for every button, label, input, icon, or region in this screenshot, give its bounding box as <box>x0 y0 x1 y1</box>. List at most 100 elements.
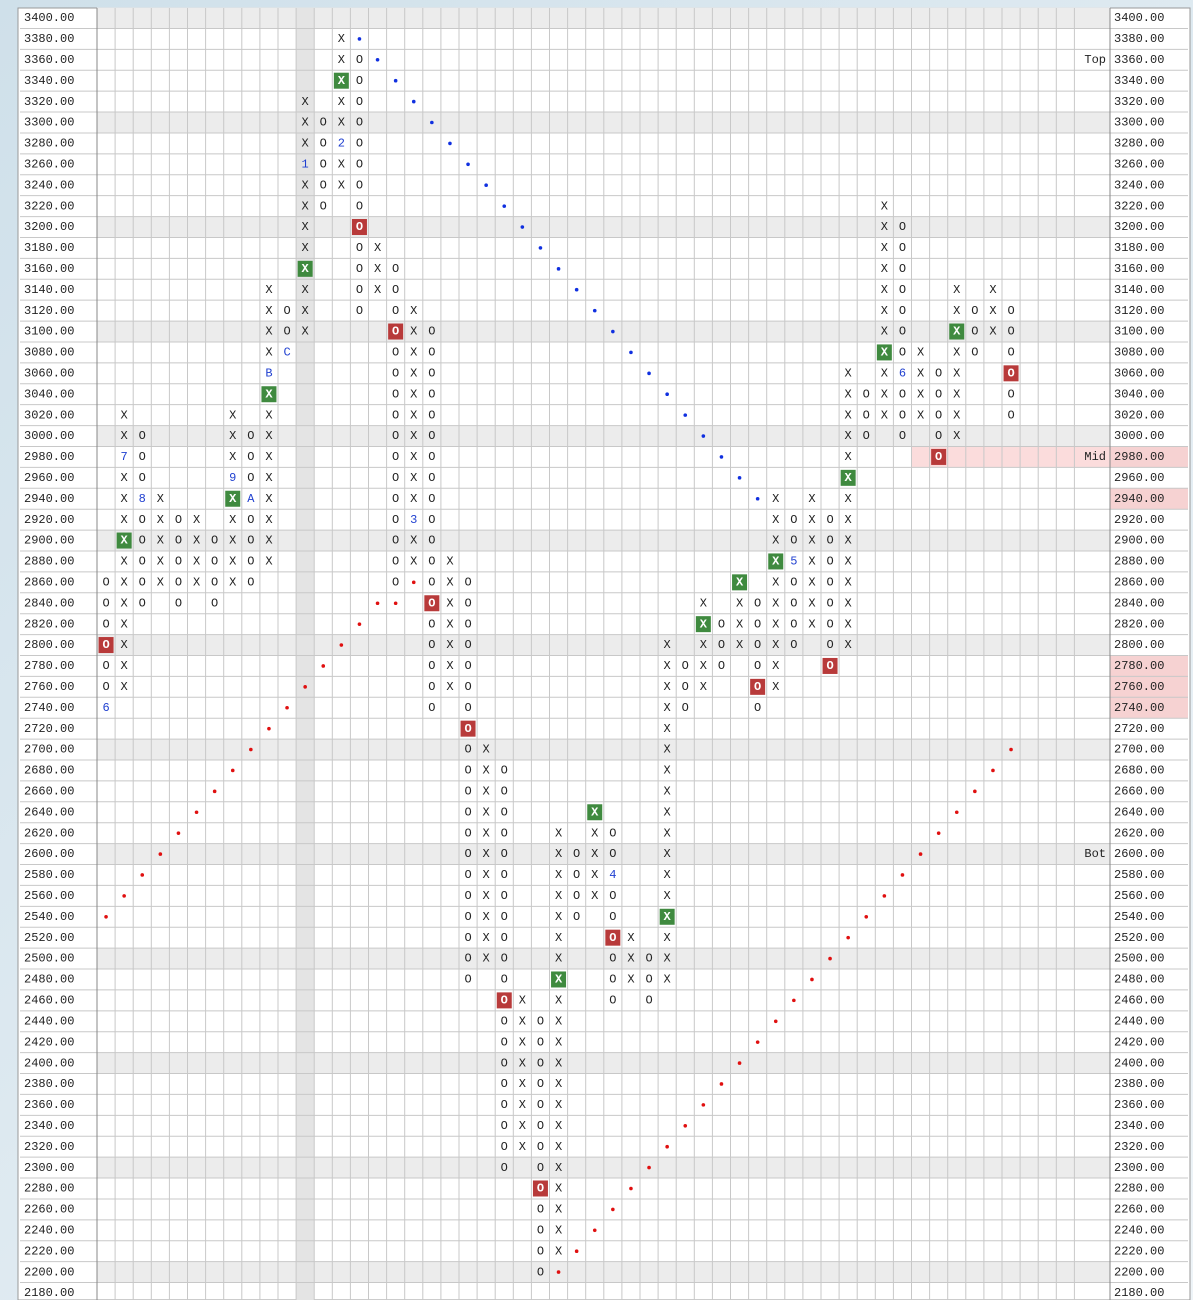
month-label: 6 <box>899 366 906 380</box>
box-symbol: X <box>229 513 236 527</box>
y-tick-label-right: 2420.00 <box>1114 1035 1164 1049</box>
level-highlight <box>1110 697 1188 719</box>
y-tick-label-right: 3400.00 <box>1114 11 1164 25</box>
y-tick-label: 3080.00 <box>24 346 74 360</box>
y-tick-label: 2440.00 <box>24 1014 74 1028</box>
box-symbol: X <box>881 387 888 401</box>
box-symbol: O <box>356 178 363 192</box>
y-tick-label: 2740.00 <box>24 701 74 715</box>
box-symbol: O <box>139 534 146 548</box>
box-symbol: X <box>953 346 960 360</box>
box-symbol: X <box>193 513 200 527</box>
box-symbol: X <box>265 513 272 527</box>
trend-dot <box>194 810 199 815</box>
box-symbol: X <box>808 596 815 610</box>
box-symbol: O <box>356 241 363 255</box>
box-symbol: X <box>881 346 889 360</box>
box-symbol: X <box>483 805 490 819</box>
y-tick-label: 2580.00 <box>24 868 74 882</box>
box-symbol: X <box>374 241 381 255</box>
level-highlight <box>1110 488 1188 510</box>
box-symbol: O <box>537 1203 544 1217</box>
y-tick-label: 2480.00 <box>24 973 74 987</box>
box-symbol: O <box>899 408 906 422</box>
y-tick-label: 2620.00 <box>24 826 74 840</box>
month-label: 9 <box>229 471 236 485</box>
month-label: 8 <box>139 492 146 506</box>
trend-dot <box>864 914 869 919</box>
box-symbol: O <box>428 408 435 422</box>
box-symbol: O <box>1007 366 1014 380</box>
trend-dot <box>846 935 850 940</box>
box-symbol: X <box>989 283 996 297</box>
trend-dot <box>357 622 362 626</box>
box-symbol: X <box>555 1244 562 1258</box>
box-symbol: O <box>899 387 906 401</box>
box-symbol: X <box>555 826 562 840</box>
box-symbol: X <box>664 785 671 799</box>
box-symbol: X <box>483 910 490 924</box>
y-tick-label-right: 2460.00 <box>1114 994 1164 1008</box>
box-symbol: O <box>464 743 471 757</box>
boxed-cell <box>496 992 512 1009</box>
box-symbol: O <box>537 1223 544 1237</box>
y-tick-label: 3000.00 <box>24 429 74 443</box>
trend-dot <box>303 685 307 689</box>
box-symbol: O <box>609 847 616 861</box>
box-symbol: X <box>483 826 490 840</box>
y-tick-label-right: 2520.00 <box>1114 931 1164 945</box>
box-symbol: X <box>410 387 417 401</box>
trend-dot <box>755 1040 760 1044</box>
box-symbol: X <box>410 346 417 360</box>
box-symbol: X <box>302 241 309 255</box>
box-symbol: O <box>428 429 435 443</box>
trend-dot <box>411 580 416 585</box>
month-label: 5 <box>790 555 797 569</box>
y-tick-label: 2820.00 <box>24 617 74 631</box>
box-symbol: X <box>555 1035 562 1049</box>
box-symbol: X <box>953 408 960 422</box>
boxed-cell <box>532 1180 548 1197</box>
box-symbol: X <box>700 659 707 673</box>
box-symbol: O <box>320 116 327 130</box>
y-tick-label-right: 3320.00 <box>1114 95 1164 109</box>
y-tick-label-right: 2660.00 <box>1114 785 1164 799</box>
box-symbol: O <box>356 95 363 109</box>
box-symbol: X <box>555 1119 562 1133</box>
box-symbol: X <box>519 1119 526 1133</box>
box-symbol: X <box>410 429 417 443</box>
box-symbol: X <box>265 555 272 569</box>
y-tick-label-right: 3220.00 <box>1114 199 1164 213</box>
trend-dot <box>249 747 253 752</box>
trend-dot <box>719 455 724 459</box>
box-symbol: X <box>808 555 815 569</box>
box-symbol: O <box>609 952 616 966</box>
trend-dot <box>936 831 941 835</box>
box-symbol: O <box>899 283 906 297</box>
boxed-cell <box>225 490 241 507</box>
box-symbol: O <box>790 617 797 631</box>
trend-dot <box>466 162 470 167</box>
box-symbol: O <box>428 596 435 610</box>
box-symbol: X <box>302 220 309 234</box>
box-symbol: X <box>953 304 960 318</box>
trend-dot <box>176 831 181 835</box>
y-tick-label-right: 3020.00 <box>1114 408 1164 422</box>
trend-dot <box>411 99 416 104</box>
trend-dot <box>556 1270 561 1274</box>
box-symbol: X <box>121 471 128 485</box>
box-symbol: X <box>121 534 129 548</box>
boxed-cell <box>1003 365 1019 382</box>
box-symbol: O <box>609 994 616 1008</box>
box-symbol: O <box>139 471 146 485</box>
trend-dot <box>882 894 887 898</box>
box-symbol: X <box>881 199 888 213</box>
box-symbol: X <box>700 680 707 694</box>
box-symbol: X <box>410 366 417 380</box>
box-symbol: O <box>935 366 942 380</box>
y-tick-label-right: 2900.00 <box>1114 534 1164 548</box>
box-symbol: X <box>555 1223 562 1237</box>
y-tick-label: 2900.00 <box>24 534 74 548</box>
box-symbol: O <box>682 659 689 673</box>
y-tick-label-right: 3200.00 <box>1114 220 1164 234</box>
